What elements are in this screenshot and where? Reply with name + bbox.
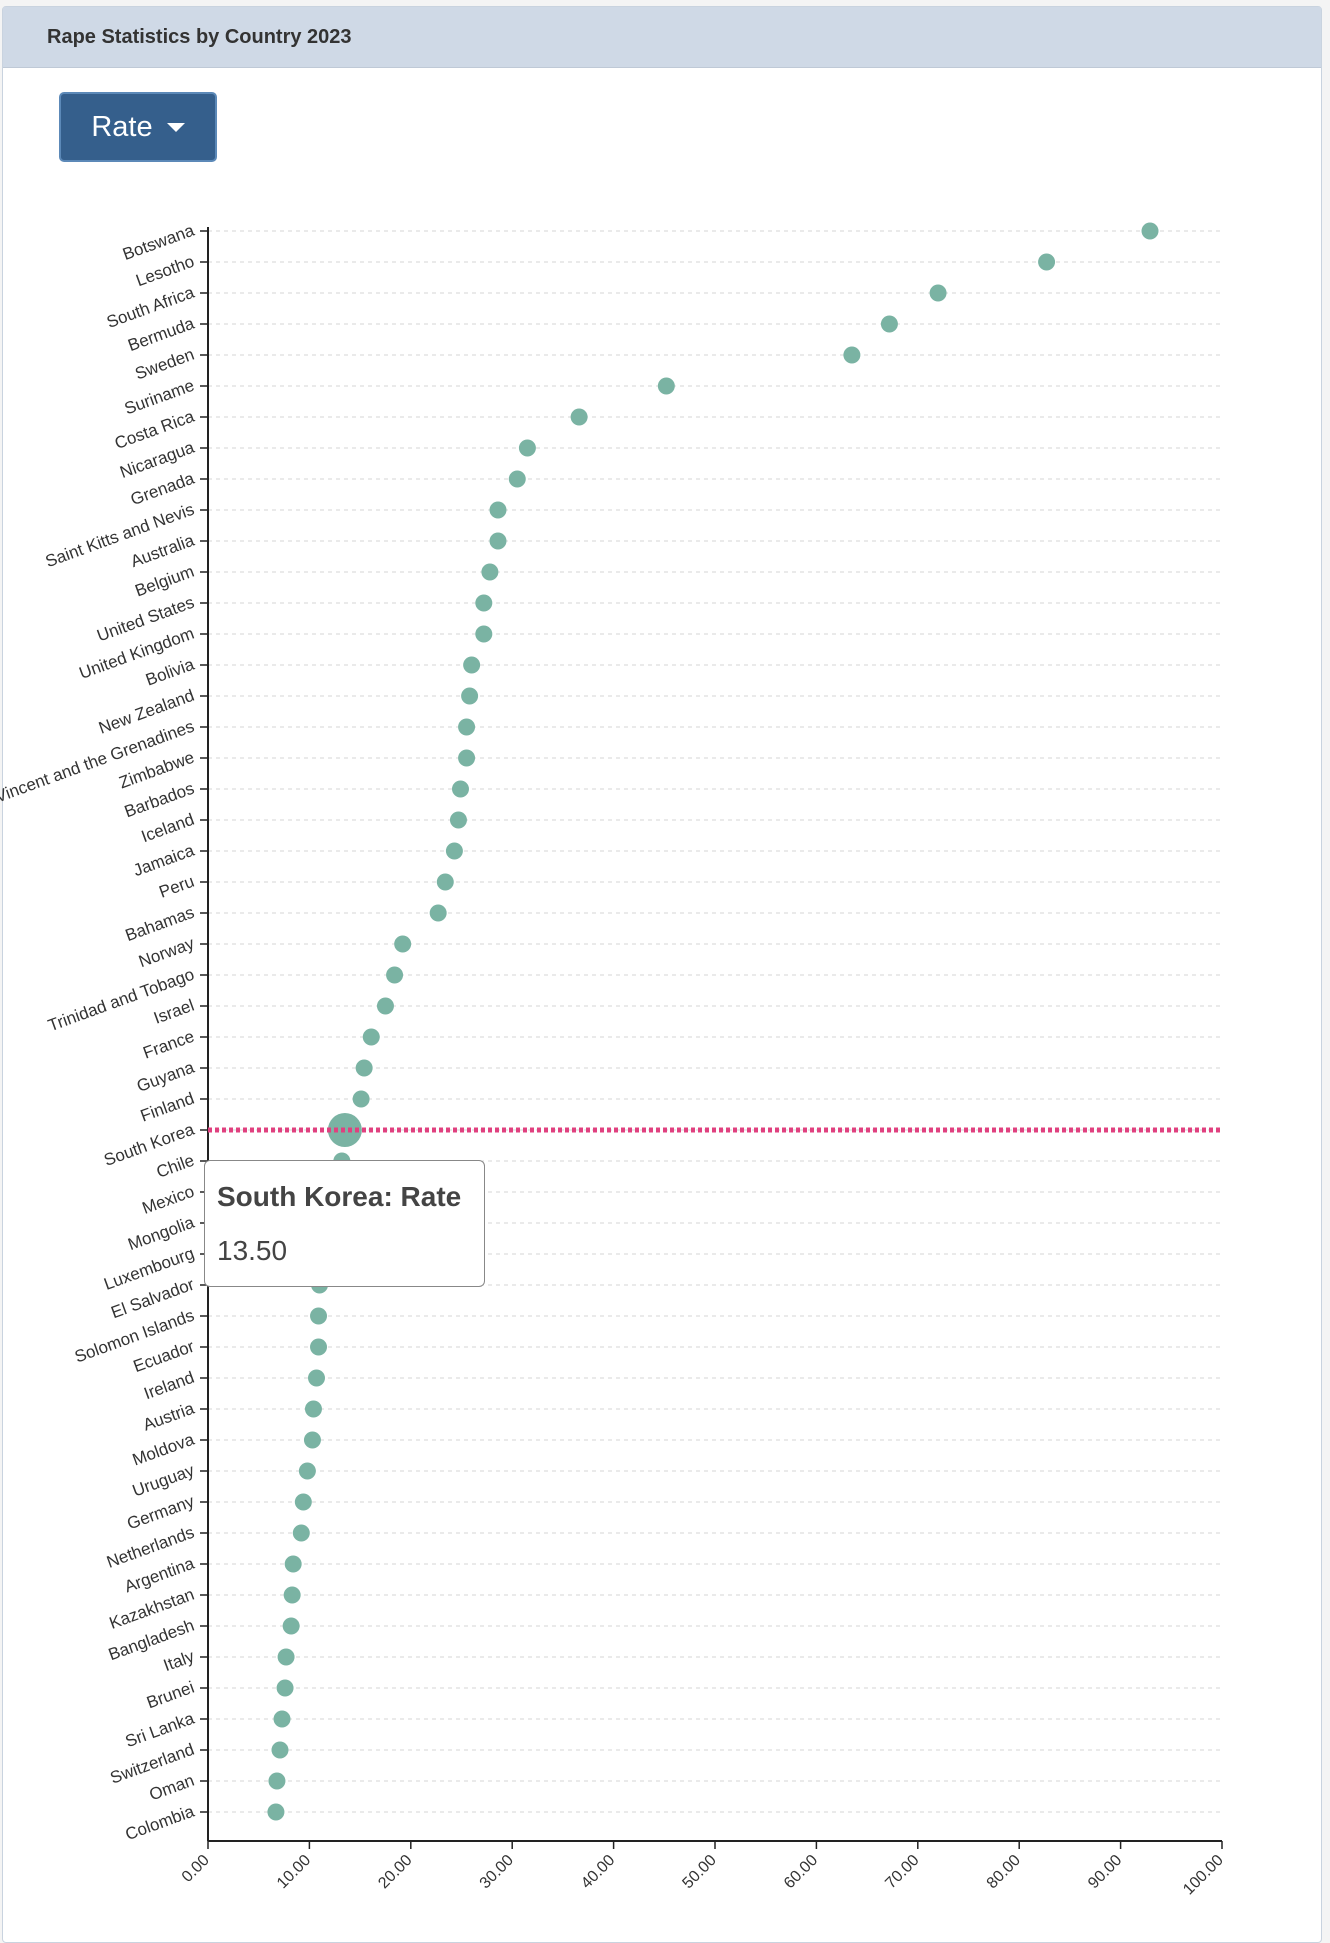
data-point-trinidad-and-tobago[interactable] — [386, 966, 404, 984]
y-tick-label: Peru — [156, 872, 196, 902]
y-tick-label: France — [141, 1027, 197, 1063]
x-tick-label: 20.00 — [375, 1852, 415, 1892]
data-point-kazakhstan[interactable] — [283, 1586, 301, 1604]
data-point-belgium[interactable] — [481, 563, 499, 581]
data-point-botswana[interactable] — [1141, 222, 1159, 240]
data-point-united-states[interactable] — [475, 594, 493, 612]
chart-title: Rape Statistics by Country 2023 — [47, 25, 352, 48]
y-tick-label: Bolivia — [143, 654, 197, 689]
data-point-lesotho[interactable] — [1038, 253, 1056, 271]
data-point-peru[interactable] — [436, 873, 454, 891]
data-point-norway[interactable] — [394, 935, 412, 953]
tooltip-value: 13.50 — [217, 1235, 288, 1266]
x-tick-label: 90.00 — [1085, 1852, 1125, 1892]
data-point-saint-vincent-and-the-grenadines[interactable] — [458, 718, 476, 736]
data-point-bahamas[interactable] — [429, 904, 447, 922]
y-tick-label: Brunei — [144, 1678, 197, 1713]
data-point-argentina[interactable] — [284, 1555, 302, 1573]
data-point-sri-lanka[interactable] — [273, 1710, 291, 1728]
data-point-uruguay[interactable] — [298, 1462, 316, 1480]
chart-card: Rape Statistics by Country 2023 — [2, 6, 1322, 1943]
data-point-costa-rica[interactable] — [570, 408, 588, 426]
x-tick-label: 40.00 — [578, 1852, 618, 1892]
data-point-barbados[interactable] — [451, 780, 469, 798]
y-tick-label: Italy — [161, 1646, 197, 1675]
data-point-saint-kitts-and-nevis[interactable] — [489, 501, 507, 519]
x-tick-label: 70.00 — [882, 1852, 922, 1892]
x-tick-label: 100.00 — [1180, 1852, 1227, 1899]
data-point-united-kingdom[interactable] — [475, 625, 493, 643]
data-point-grenada[interactable] — [508, 470, 526, 488]
data-point-zimbabwe[interactable] — [458, 749, 476, 767]
data-point-solomon-islands[interactable] — [310, 1307, 328, 1325]
data-point-finland[interactable] — [352, 1090, 370, 1108]
metric-dropdown-button[interactable]: Rate — [59, 92, 217, 162]
data-point-italy[interactable] — [277, 1648, 295, 1666]
y-tick-label: Oman — [147, 1771, 197, 1805]
data-point-south-africa[interactable] — [929, 284, 947, 302]
data-point-israel[interactable] — [376, 997, 394, 1015]
tooltip: South Korea: Rate 13.50 — [204, 1160, 485, 1287]
x-tick-label: 0.00 — [179, 1852, 213, 1886]
data-point-brunei[interactable] — [276, 1679, 294, 1697]
data-point-ireland[interactable] — [307, 1369, 325, 1387]
data-point-new-zealand[interactable] — [461, 687, 479, 705]
y-tick-label: Trinidad and Tobago — [45, 965, 196, 1036]
data-point-colombia[interactable] — [267, 1803, 285, 1821]
card-header: Rape Statistics by Country 2023 — [3, 7, 1321, 68]
data-point-netherlands[interactable] — [292, 1524, 310, 1542]
data-point-austria[interactable] — [304, 1400, 322, 1418]
data-point-oman[interactable] — [268, 1772, 286, 1790]
data-point-switzerland[interactable] — [271, 1741, 289, 1759]
data-point-germany[interactable] — [294, 1493, 312, 1511]
y-tick-label: Chile — [154, 1151, 197, 1182]
data-point-suriname[interactable] — [657, 377, 675, 395]
dropdown-label: Rate — [91, 110, 153, 143]
data-point-bangladesh[interactable] — [282, 1617, 300, 1635]
data-point-ecuador[interactable] — [310, 1338, 328, 1356]
data-point-france[interactable] — [362, 1028, 380, 1046]
y-tick-label: Ireland — [141, 1368, 196, 1404]
data-point-bolivia[interactable] — [463, 656, 481, 674]
x-tick-label: 10.00 — [274, 1852, 314, 1892]
caret-down-icon — [166, 122, 185, 132]
data-point-iceland[interactable] — [449, 811, 467, 829]
data-point-sweden[interactable] — [843, 346, 861, 364]
x-tick-label: 50.00 — [679, 1852, 719, 1892]
y-tick-label: Colombia — [123, 1801, 197, 1844]
data-point-moldova[interactable] — [303, 1431, 321, 1449]
tooltip-title: South Korea: Rate — [217, 1181, 462, 1212]
data-point-guyana[interactable] — [355, 1059, 373, 1077]
x-tick-label: 30.00 — [477, 1852, 517, 1892]
y-tick-label: Saint Kitts and Nevis — [43, 500, 197, 572]
y-tick-label: Israel — [151, 996, 197, 1028]
data-point-bermuda[interactable] — [880, 315, 898, 333]
x-tick-label: 60.00 — [781, 1852, 821, 1892]
data-point-australia[interactable] — [489, 532, 507, 550]
data-point-jamaica[interactable] — [445, 842, 463, 860]
x-tick-label: 80.00 — [984, 1852, 1024, 1892]
data-point-nicaragua[interactable] — [518, 439, 536, 457]
